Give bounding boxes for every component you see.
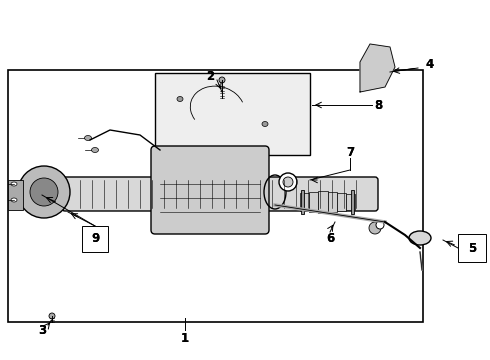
Bar [346,194,355,210]
Text: 7: 7 [346,145,354,158]
Bar [318,191,327,213]
FancyBboxPatch shape [62,177,378,211]
Ellipse shape [219,77,225,83]
Ellipse shape [376,221,384,229]
Text: 1: 1 [181,332,189,345]
Text: 4: 4 [426,58,434,71]
Text: 4: 4 [426,58,434,71]
Bar [8,180,23,210]
Text: 7: 7 [346,145,354,158]
Ellipse shape [11,182,17,186]
Text: 3: 3 [38,324,46,337]
Bar [8,70,423,322]
Text: 1: 1 [181,332,189,345]
Ellipse shape [279,173,297,191]
Bar [351,190,354,214]
Ellipse shape [262,122,268,126]
Text: 2: 2 [206,69,214,82]
Text: 3: 3 [38,324,46,337]
Text: 6: 6 [326,231,334,244]
Bar [300,193,309,211]
Circle shape [369,69,374,75]
Circle shape [30,178,58,206]
Ellipse shape [92,148,98,153]
Ellipse shape [84,135,92,140]
Bar [300,190,303,214]
Bar [82,226,108,252]
Bar [327,192,337,212]
Text: 8: 8 [374,99,382,112]
Text: 5: 5 [468,242,476,255]
Bar [155,73,310,155]
FancyBboxPatch shape [151,146,269,234]
Bar [309,192,318,212]
Text: 5: 5 [468,242,476,255]
Polygon shape [360,44,395,92]
Text: 9: 9 [91,231,99,244]
Ellipse shape [49,313,55,319]
Ellipse shape [409,231,431,245]
Text: 6: 6 [326,231,334,244]
Text: 9: 9 [91,231,99,244]
Circle shape [369,222,381,234]
Circle shape [18,166,70,218]
Ellipse shape [11,198,17,202]
Ellipse shape [177,96,183,102]
Text: 8: 8 [374,99,382,112]
Text: 2: 2 [206,69,214,82]
Ellipse shape [283,177,293,187]
Bar [337,193,346,211]
Bar [458,234,486,262]
Circle shape [383,51,388,57]
